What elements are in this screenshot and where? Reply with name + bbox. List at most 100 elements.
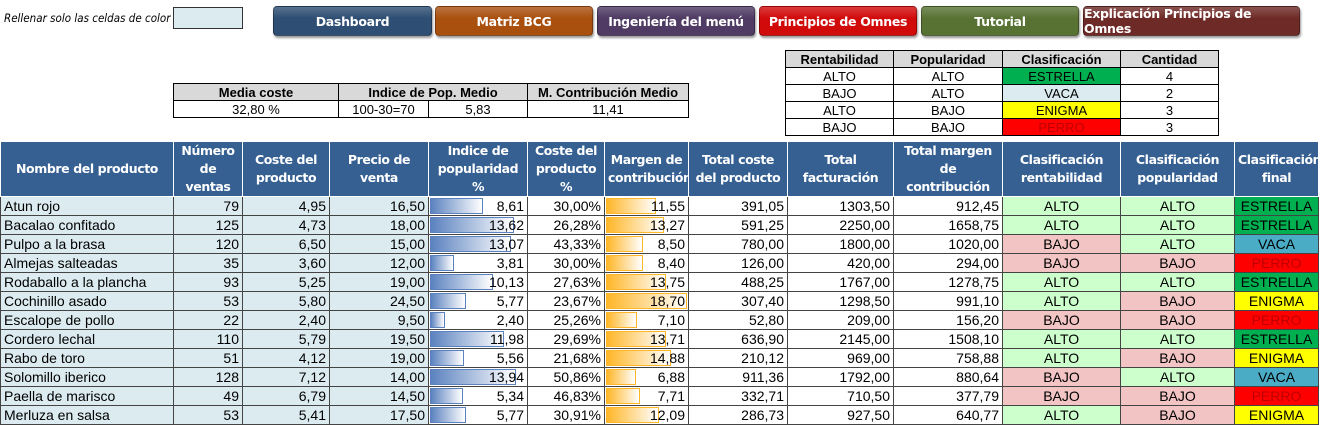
classification-cell: BAJO — [785, 84, 894, 102]
cell[interactable]: 17,50 — [329, 405, 429, 425]
cell-value: 13,27 — [649, 216, 685, 233]
cell[interactable]: 125 — [173, 215, 243, 235]
column-header: Precio de venta — [329, 141, 429, 197]
product-name[interactable]: Atun rojo — [0, 196, 174, 216]
cell[interactable]: 5,79 — [242, 329, 330, 349]
cell[interactable]: 120 — [173, 234, 243, 254]
table-row: Merluza en salsa 53 5,41 17,50 5,77 30,91% 12,… — [0, 405, 1319, 425]
popularity-databar — [430, 236, 511, 252]
cell[interactable]: 19,00 — [329, 348, 429, 368]
cell[interactable]: 3,60 — [242, 253, 330, 273]
classification-row: BAJO BAJO PERRO 3 — [785, 118, 1219, 136]
margin-databar — [606, 312, 637, 328]
classification-header: Clasificación — [1002, 50, 1121, 68]
cell[interactable]: 53 — [173, 405, 243, 425]
cell: 991,10 — [893, 291, 1003, 311]
cell: 13,75 — [604, 272, 689, 292]
popularity-databar — [430, 369, 517, 385]
product-name[interactable]: Solomillo iberico — [0, 367, 174, 387]
classification-level: ALTO — [1002, 329, 1121, 349]
margin-databar — [606, 255, 643, 271]
cell[interactable]: 35 — [173, 253, 243, 273]
cell-value: 5,77 — [496, 292, 524, 309]
cell[interactable]: 14,50 — [329, 386, 429, 406]
cell[interactable]: 14,00 — [329, 367, 429, 387]
cell: 758,88 — [893, 348, 1003, 368]
column-header: Clasificación popularidad — [1120, 141, 1235, 197]
table-row: Bacalao confitado 125 4,73 18,00 13,62 26,28%… — [0, 215, 1319, 235]
cell-value: 5,34 — [496, 387, 524, 404]
cell: 18,70 — [604, 291, 689, 311]
product-name[interactable]: Cochinillo asado — [0, 291, 174, 311]
cell: 1508,10 — [893, 329, 1003, 349]
cell[interactable]: 5,25 — [242, 272, 330, 292]
cell[interactable]: 53 — [173, 291, 243, 311]
cell[interactable]: 79 — [173, 196, 243, 216]
cell: 636,90 — [688, 329, 788, 349]
cell[interactable]: 49 — [173, 386, 243, 406]
cell[interactable]: 18,00 — [329, 215, 429, 235]
cell[interactable]: 4,95 — [242, 196, 330, 216]
cell: 1303,50 — [787, 196, 894, 216]
cell[interactable]: 6,79 — [242, 386, 330, 406]
cell-value: 10,13 — [488, 273, 524, 290]
product-name[interactable]: Rabo de toro — [0, 348, 174, 368]
cell[interactable]: 15,00 — [329, 234, 429, 254]
product-name[interactable]: Escalope de pollo — [0, 310, 174, 330]
cell[interactable]: 93 — [173, 272, 243, 292]
classification-cell: ALTO — [785, 101, 894, 119]
classification-header: Cantidad — [1120, 50, 1219, 68]
final-classification: ENIGMA — [1234, 291, 1319, 311]
cell[interactable]: 24,50 — [329, 291, 429, 311]
cell-value: 13,94 — [488, 368, 524, 385]
cell-value: 7,71 — [657, 387, 685, 404]
cell[interactable]: 4,12 — [242, 348, 330, 368]
cell-value: 8,61 — [496, 197, 524, 214]
cell: 52,80 — [688, 310, 788, 330]
cell: 8,40 — [604, 253, 689, 273]
product-name[interactable]: Merluza en salsa — [0, 405, 174, 425]
product-name[interactable]: Paella de marisco — [0, 386, 174, 406]
classification-level: ALTO — [1002, 348, 1121, 368]
cell-value: 12,09 — [649, 406, 685, 423]
cell-value: 7,10 — [657, 311, 685, 328]
popularity-databar — [430, 274, 493, 290]
cell[interactable]: 5,41 — [242, 405, 330, 425]
cell[interactable]: 19,00 — [329, 272, 429, 292]
product-name[interactable]: Cordero lechal — [0, 329, 174, 349]
cell[interactable]: 4,73 — [242, 215, 330, 235]
column-header: Total facturación — [787, 141, 894, 197]
cell[interactable]: 22 — [173, 310, 243, 330]
nav-button-matriz-bcg[interactable]: Matriz BCG — [435, 6, 593, 36]
nav-button-dashboard[interactable]: Dashboard — [273, 6, 432, 36]
cell[interactable]: 2,40 — [242, 310, 330, 330]
nav-button-principios-de-omnes[interactable]: Principios de Omnes — [759, 6, 917, 36]
product-name[interactable]: Pulpo a la brasa — [0, 234, 174, 254]
product-name[interactable]: Bacalao confitado — [0, 215, 174, 235]
cell[interactable]: 12,00 — [329, 253, 429, 273]
classification-level: ALTO — [1120, 367, 1235, 387]
nav-button-tutorial[interactable]: Tutorial — [921, 6, 1079, 36]
cell[interactable]: 16,50 — [329, 196, 429, 216]
cell[interactable]: 128 — [173, 367, 243, 387]
cell: 2250,00 — [787, 215, 894, 235]
cell[interactable]: 7,12 — [242, 367, 330, 387]
product-name[interactable]: Almejas salteadas — [0, 253, 174, 273]
product-name[interactable]: Rodaballo a la plancha — [0, 272, 174, 292]
classification-level: BAJO — [1002, 253, 1121, 273]
cell: 2,40 — [428, 310, 528, 330]
cell-value: 13,75 — [649, 273, 685, 290]
cell[interactable]: 19,50 — [329, 329, 429, 349]
cell[interactable]: 9,50 — [329, 310, 429, 330]
cell: 50,86% — [527, 367, 605, 387]
nav-button-explicaci-n-principios-de-omnes[interactable]: Explicación Principios de Omnes — [1083, 6, 1300, 36]
cell[interactable]: 6,50 — [242, 234, 330, 254]
nav-button-ingenier-a-del-men-[interactable]: Ingeniería del menú — [597, 6, 755, 36]
cell: 1658,75 — [893, 215, 1003, 235]
table-row: Cochinillo asado 53 5,80 24,50 5,77 23,67% 18,… — [0, 291, 1319, 311]
cell[interactable]: 51 — [173, 348, 243, 368]
cell[interactable]: 5,80 — [242, 291, 330, 311]
column-header: Coste del producto — [242, 141, 330, 197]
cell[interactable]: 110 — [173, 329, 243, 349]
final-classification: VACA — [1234, 234, 1319, 254]
